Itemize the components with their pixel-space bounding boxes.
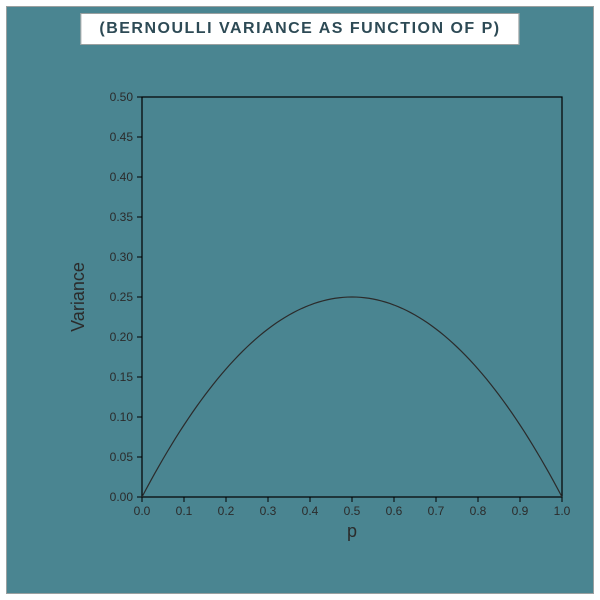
- y-tick-label: 0.05: [110, 450, 134, 464]
- x-tick-label: 0.2: [218, 504, 235, 518]
- x-tick-label: 0.9: [512, 504, 529, 518]
- x-tick-label: 0.5: [344, 504, 361, 518]
- y-tick-label: 0.25: [110, 290, 134, 304]
- y-tick-label: 0.45: [110, 130, 134, 144]
- y-tick-label: 0.50: [110, 90, 134, 104]
- x-tick-label: 0.1: [176, 504, 193, 518]
- x-axis-label: p: [347, 521, 357, 541]
- y-axis-label: Variance: [68, 262, 88, 332]
- y-tick-label: 0.15: [110, 370, 134, 384]
- y-tick-label: 0.10: [110, 410, 134, 424]
- x-tick-label: 0.4: [302, 504, 319, 518]
- x-tick-label: 0.7: [428, 504, 445, 518]
- variance-curve: [142, 297, 562, 497]
- x-tick-label: 0.8: [470, 504, 487, 518]
- y-tick-label: 0.35: [110, 210, 134, 224]
- x-tick-label: 1.0: [554, 504, 571, 518]
- y-tick-label: 0.00: [110, 490, 134, 504]
- y-tick-label: 0.20: [110, 330, 134, 344]
- y-tick-label: 0.40: [110, 170, 134, 184]
- x-tick-label: 0.6: [386, 504, 403, 518]
- chart-svg: 0.0 0.1 0.2 0.3 0.4 0.5 0.6 0.7 0.8 0.9 1.0 0.00 0.0…: [7, 7, 595, 595]
- x-tick-label: 0.0: [134, 504, 151, 518]
- outer-frame: (BERNOULLI VARIANCE AS FUNCTION OF P) 0.…: [0, 0, 600, 600]
- chart-panel: (BERNOULLI VARIANCE AS FUNCTION OF P) 0.…: [6, 6, 594, 594]
- x-tick-label: 0.3: [260, 504, 277, 518]
- y-tick-label: 0.30: [110, 250, 134, 264]
